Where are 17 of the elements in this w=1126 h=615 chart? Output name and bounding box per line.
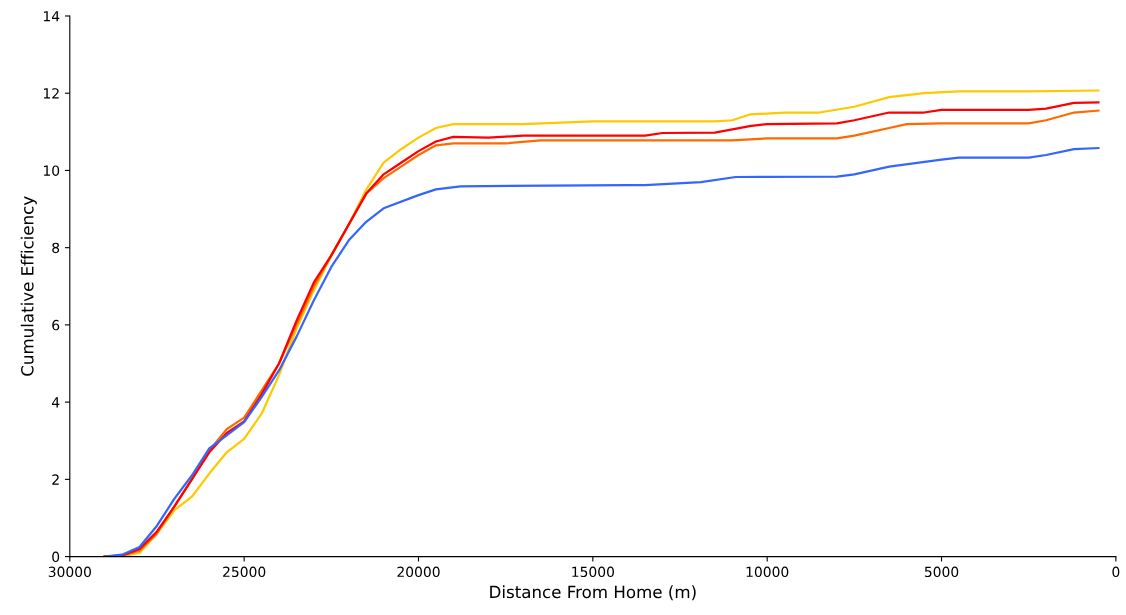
y-tick-label: 6 xyxy=(52,319,60,331)
y-tick-label: 14 xyxy=(43,11,60,22)
x-tick-label: 10000 xyxy=(746,566,789,578)
x-tick-label: 20000 xyxy=(397,566,440,578)
x-tick-label: 15000 xyxy=(572,566,615,578)
x-tick-label: 5000 xyxy=(924,566,959,578)
x-tick-label: 30000 xyxy=(48,566,91,578)
y-tick-label: 8 xyxy=(52,242,60,254)
y-tick-label: 4 xyxy=(51,397,60,408)
y-tick-label: 2 xyxy=(52,474,59,485)
x-tick-label: 0 xyxy=(1112,566,1120,578)
y-tick-label: 0 xyxy=(52,551,60,563)
y-tick-label: 12 xyxy=(43,88,59,99)
x-axis-title: Distance From Home (m) xyxy=(490,585,696,601)
x-tick-label: 25000 xyxy=(223,566,266,578)
y-tick-label: 10 xyxy=(43,165,60,176)
y-axis-title: Cumulative Efficiency xyxy=(20,196,37,376)
